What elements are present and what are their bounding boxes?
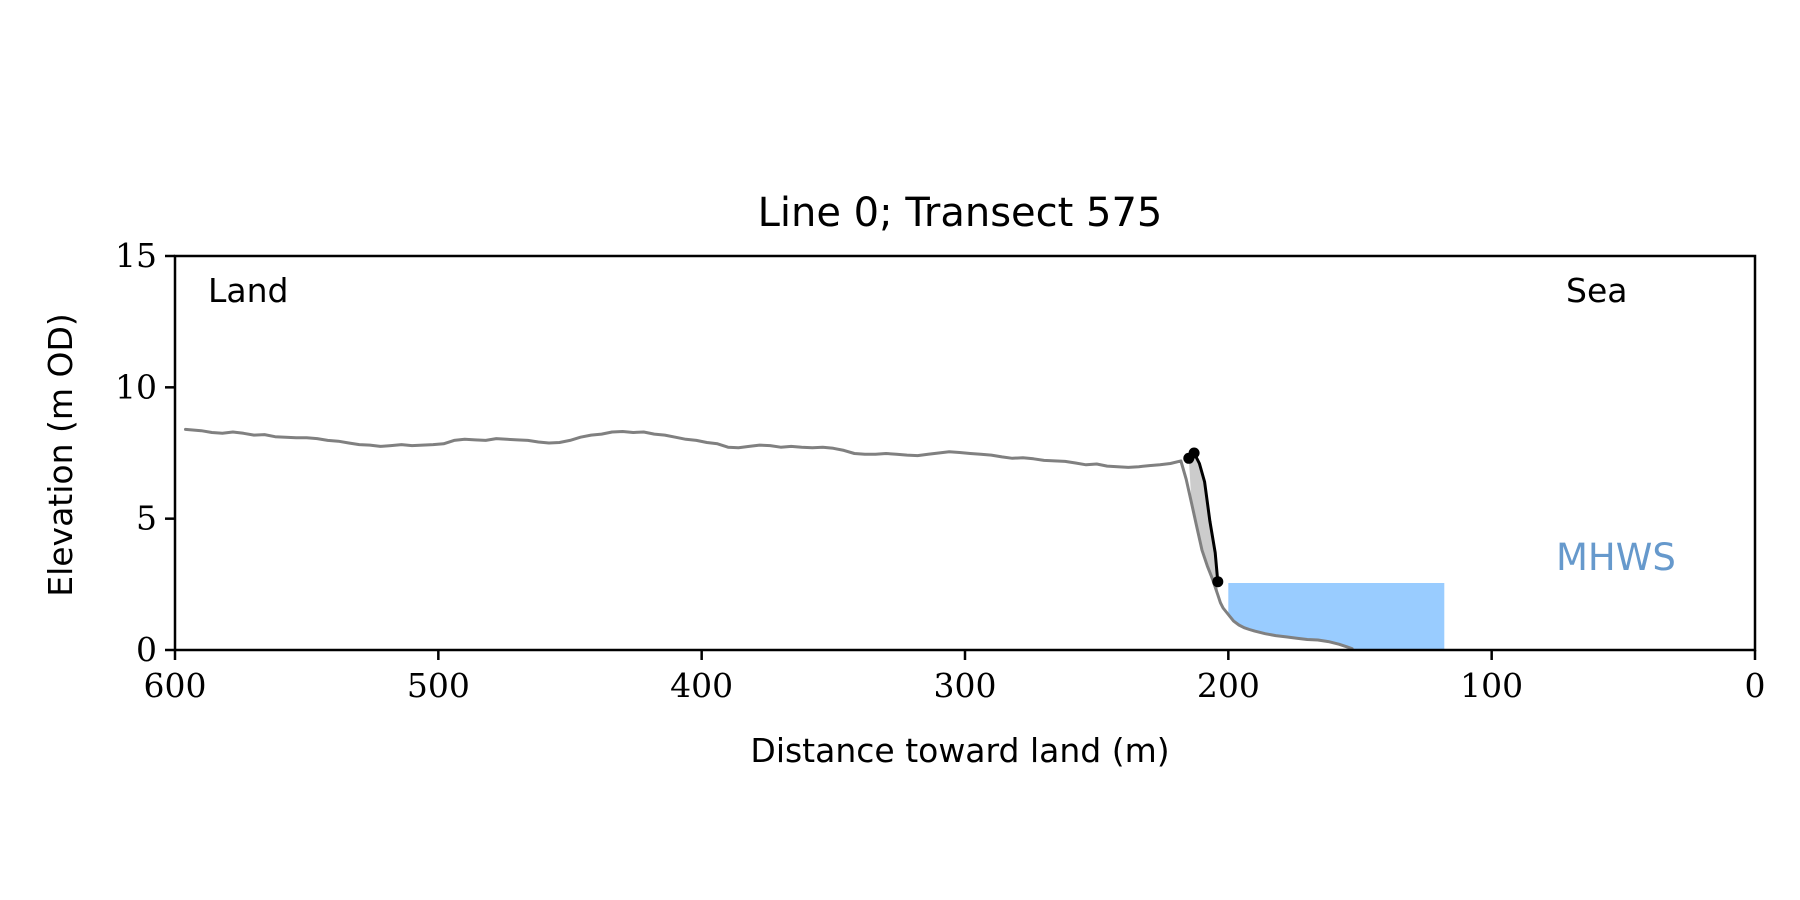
- land-annotation: Land: [208, 271, 288, 310]
- cliff-point-1: [1188, 447, 1200, 459]
- y-tick-label-10: 10: [115, 367, 157, 406]
- x-tick-label-600: 600: [144, 666, 207, 705]
- cliff-fill-area: [1188, 453, 1218, 595]
- x-tick-label-400: 400: [670, 666, 733, 705]
- cliff-points-layer: [1183, 447, 1224, 588]
- ticks-layer: 600 500 400 300 200 100 0 0 5 10 15: [115, 236, 1766, 705]
- y-tick-label-15: 15: [115, 236, 157, 275]
- x-axis-label: Distance toward land (m): [750, 731, 1169, 770]
- mhws-water-area: [1228, 583, 1445, 650]
- sea-annotation: Sea: [1566, 271, 1627, 310]
- profile-line: [184, 427, 1354, 651]
- x-tick-label-500: 500: [407, 666, 470, 705]
- y-tick-label-5: 5: [136, 499, 157, 538]
- x-tick-label-200: 200: [1197, 666, 1260, 705]
- mhws-annotation: MHWS: [1556, 536, 1676, 579]
- chart-title: Line 0; Transect 575: [758, 190, 1163, 236]
- x-tick-label-100: 100: [1460, 666, 1523, 705]
- x-tick-label-0: 0: [1745, 666, 1766, 705]
- series-layer: [184, 427, 1354, 651]
- cliff-fill-layer: [1188, 453, 1218, 595]
- x-tick-label-300: 300: [934, 666, 997, 705]
- y-axis-label: Elevation (m OD): [41, 313, 80, 597]
- water-layer: [1228, 583, 1445, 650]
- y-tick-label-0: 0: [136, 630, 157, 669]
- cliff-point-2: [1212, 576, 1224, 588]
